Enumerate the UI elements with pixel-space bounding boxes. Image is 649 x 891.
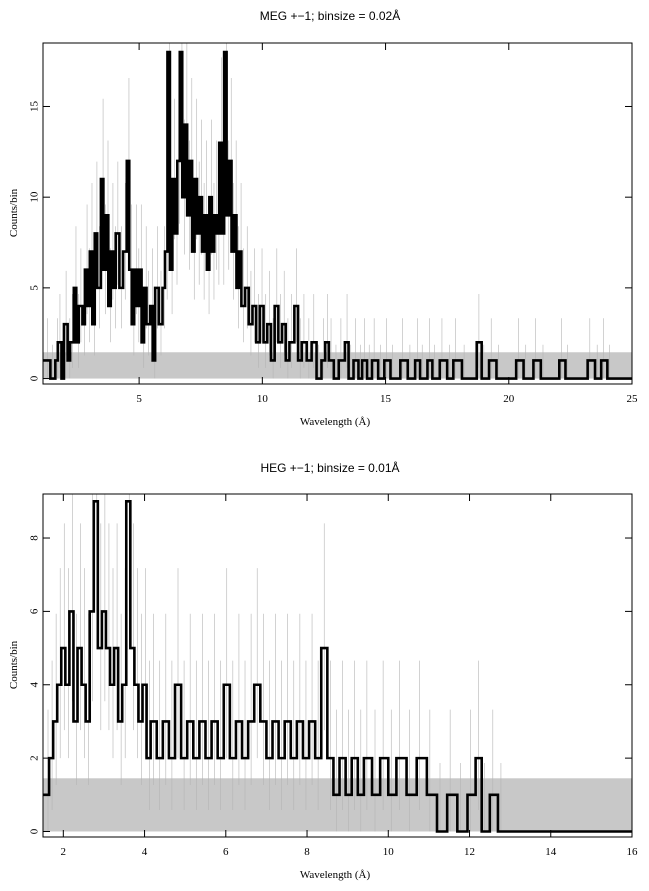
- heg-x-axis-label: Wavelength (Å): [300, 869, 371, 881]
- meg-plot-frame: [42, 42, 633, 385]
- meg-x-tick-label: 25: [627, 393, 639, 405]
- heg-y-axis-label: Counts/bin: [8, 640, 20, 689]
- heg-y-tick-label: 6: [29, 608, 41, 614]
- heg-title: HEG +−1; binsize = 0.01Å: [260, 460, 399, 475]
- heg-error-bars: [47, 494, 502, 832]
- meg-spectrum-line: [43, 50, 632, 380]
- heg-y-tick-label: 2: [29, 755, 41, 761]
- meg-x-ticks: 5 10 15 20 25: [136, 43, 638, 405]
- heg-y-tick-label: 8: [29, 535, 41, 541]
- heg-spectrum-line: [43, 500, 632, 833]
- heg-x-tick-label: 14: [545, 846, 557, 858]
- heg-panel: HEG +−1; binsize = 0.01Å 2 4 6 8 10 12 14 16 0 2…: [8, 460, 638, 881]
- heg-x-tick-label: 4: [142, 846, 148, 858]
- meg-y-tick-label: 5: [29, 285, 41, 291]
- heg-x-tick-label: 6: [223, 846, 229, 858]
- heg-x-ticks: 2 4 6 8 10 12 14 16: [61, 494, 638, 858]
- meg-x-tick-label: 15: [380, 393, 392, 405]
- heg-x-tick-label: 16: [627, 846, 639, 858]
- heg-background-rect: [43, 778, 632, 832]
- meg-x-axis-label: Wavelength (Å): [300, 416, 371, 428]
- heg-y-tick-label: 4: [29, 682, 41, 688]
- meg-y-ticks: 0 5 10 15: [29, 100, 632, 381]
- meg-x-tick-label: 20: [503, 393, 515, 405]
- heg-plot-frame: [42, 493, 633, 838]
- meg-y-tick-label: 15: [29, 100, 41, 112]
- meg-x-tick-label: 5: [136, 393, 142, 405]
- heg-background-band: [43, 778, 632, 832]
- heg-data-series: [43, 500, 632, 833]
- meg-y-tick-label: 10: [29, 191, 41, 203]
- heg-x-tick-label: 10: [383, 846, 395, 858]
- meg-x-tick-label: 10: [257, 393, 269, 405]
- meg-y-axis-label: Counts/bin: [8, 188, 20, 237]
- meg-y-tick-label: 0: [29, 375, 41, 381]
- heg-x-tick-label: 8: [304, 846, 310, 858]
- heg-y-ticks: 0 2 4 6 8: [29, 535, 632, 834]
- meg-data-series: [43, 50, 632, 380]
- meg-panel: MEG +−1; binsize = 0.02Å 5 10 15 20 25 0 5 10 1…: [8, 8, 638, 428]
- heg-y-tick-label: 0: [29, 828, 41, 834]
- heg-x-tick-label: 12: [464, 846, 475, 858]
- meg-title: MEG +−1; binsize = 0.02Å: [260, 8, 400, 23]
- heg-x-tick-label: 2: [61, 846, 67, 858]
